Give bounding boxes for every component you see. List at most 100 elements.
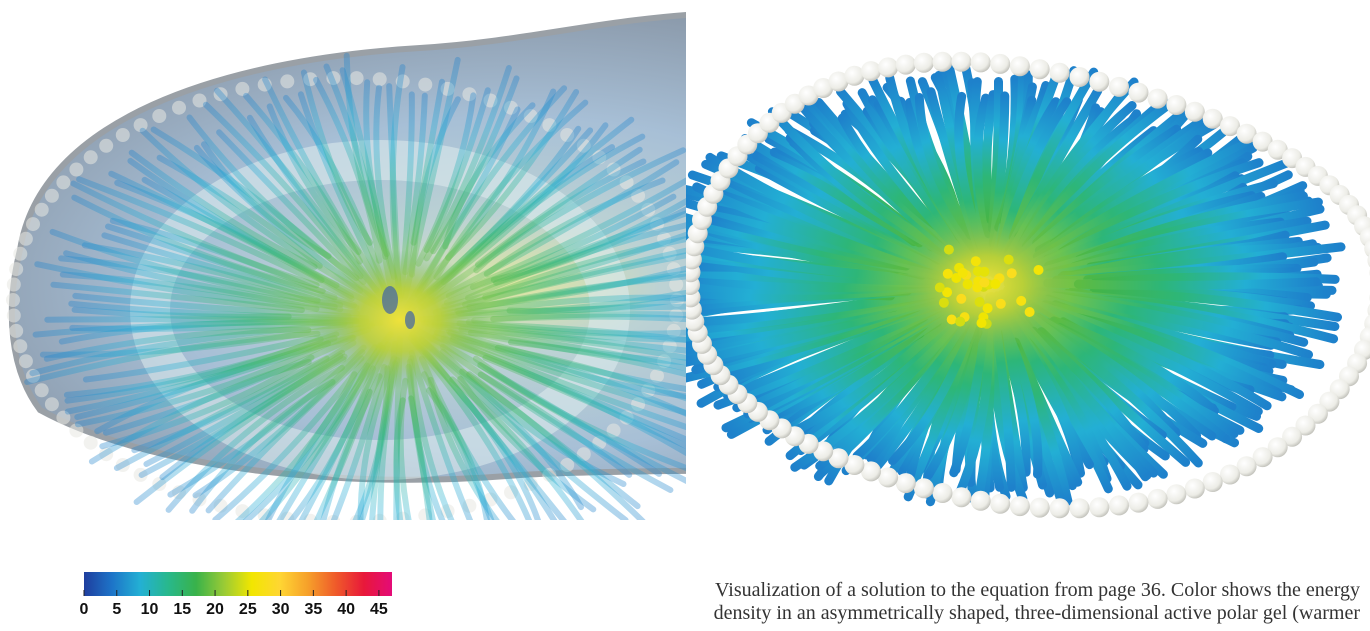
shell-rim-bead [99,139,113,153]
boundary-bead [1148,489,1168,509]
core-tangle-strand [971,256,981,266]
boundary-bead [1203,472,1223,492]
boundary-bead [990,54,1010,74]
boundary-bead [878,57,898,77]
boundary-bead [878,467,898,487]
shell-rim-bead [418,78,432,92]
boundary-bead [1030,59,1050,79]
core-tangle-strand [963,279,973,289]
boundary-bead [1089,497,1109,517]
boundary-bead [951,52,971,72]
boundary-bead [1030,498,1050,518]
shell-rim-bead [6,293,20,307]
core-tangle-strand [983,303,993,313]
core-tangle-strand [1004,255,1014,265]
core-tangle-strand [1025,307,1035,317]
boundary-bead [896,473,916,493]
boundary-bead [1070,498,1090,518]
boundary-bead [1050,63,1070,83]
caption-line-1: Visualization of a solution to the equat… [560,579,1360,602]
shell-rim-bead [9,324,23,338]
core-tangle-strand [977,318,987,328]
colorbar-tick-label: 25 [239,601,257,618]
gel-visualization [0,0,1370,520]
boundary-bead [1129,83,1149,103]
fiber-strand [1078,282,1316,286]
core-defect-mark [382,286,398,314]
boundary-bead [1203,109,1223,129]
shell-rim-bead [26,217,40,231]
boundary-bead [914,53,934,73]
boundary-bead [990,494,1010,514]
colorbar-tick-label: 15 [173,601,191,618]
shell-rim-bead [84,436,98,450]
core-tangle-strand [996,299,1006,309]
boundary-bead [1148,89,1168,109]
core-tangle-strand [956,294,966,304]
colorbar-tick-label: 5 [112,601,121,618]
boundary-bead [1185,102,1205,122]
core-tangle-strand [975,297,985,307]
shell-rim-bead [13,247,27,261]
shell-rim-bead [116,128,130,142]
colorbar-tick-label: 45 [370,601,388,618]
core-tangle-strand [979,267,989,277]
energy-colorbar: 0 5 10 15 20 25 30 35 40 45 [0,560,420,620]
shell-rim-bead [35,203,49,217]
core-tangle-strand [944,245,954,255]
shell-rim-bead [19,232,33,246]
shell-rim-bead [7,309,21,323]
boundary-bead [933,52,953,72]
core-tangle-strand [1007,268,1017,278]
core-tangle-strand [935,283,945,293]
shell-rim-bead [373,72,387,86]
boundary-bead [1166,95,1186,115]
boundary-bead [971,52,991,72]
boundary-bead [1089,72,1109,92]
boundary-bead [1050,498,1070,518]
colorbar-tick-label: 10 [141,601,159,618]
shell-rim-bead [7,278,21,292]
colorbar-tick-label: 20 [206,601,224,618]
core-tangle-strand [955,317,965,327]
boundary-bead [1070,67,1090,87]
shell-rim-bead [19,354,33,368]
core-tangle-strand [947,315,957,325]
shell-rim-bead [45,397,59,411]
figure-caption: Visualization of a solution to the equat… [560,579,1360,625]
colorbar-tick-label: 40 [337,601,355,618]
colorbar-tick-label: 30 [272,601,290,618]
boundary-bead [1185,479,1205,499]
core-tangle-strand [1016,296,1026,306]
core-tangle-strand [939,298,949,308]
boundary-bead [1109,77,1129,97]
energy-hotspot-left [310,250,490,390]
shell-rim-bead [280,74,294,88]
core-tangle-strand [990,279,1000,289]
shell-rim-bead [45,189,59,203]
caption-line-2: density in an asymmetrically shaped, thr… [560,602,1360,625]
shell-rim-bead [69,163,83,177]
boundary-bead [914,478,934,498]
shell-rim-bead [172,101,186,115]
colorbar-tick-label: 0 [80,601,89,618]
shell-rim-bead [13,339,27,353]
boundary-bead [1010,56,1030,76]
shell-rim-bead [84,150,98,164]
boundary-bead [1220,465,1240,485]
shell-rim-bead [35,383,49,397]
boundary-bead [933,483,953,503]
shell-rim-bead [350,71,364,85]
boundary-bead [896,55,916,75]
boundary-bead [951,487,971,507]
shell-rim-bead [56,175,70,189]
boundary-bead [861,61,881,81]
core-tangle-strand [943,269,953,279]
shell-rim-bead [9,262,23,276]
boundary-bead [1166,484,1186,504]
core-tangle-strand [979,278,989,288]
shell-rim-bead [152,109,166,123]
boundary-bead [1129,493,1149,513]
core-defect-mark [405,311,415,329]
boundary-bead [1109,495,1129,515]
